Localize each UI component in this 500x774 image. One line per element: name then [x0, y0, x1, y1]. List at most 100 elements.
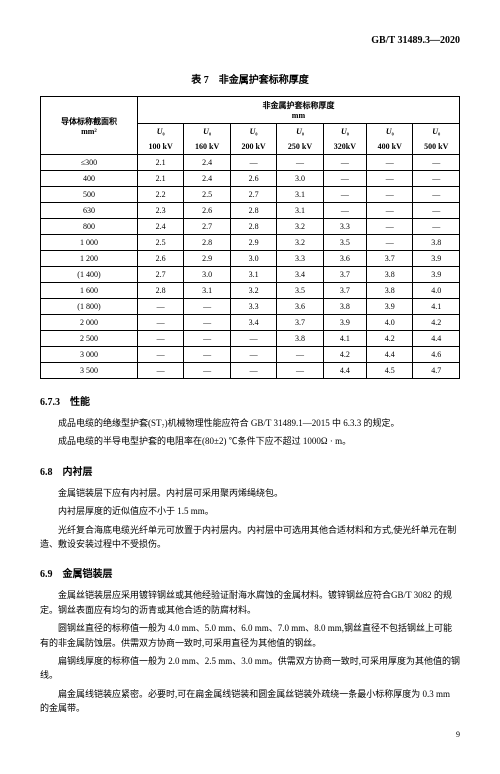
value-cell: —: [277, 155, 323, 171]
voltage-u-cell: U₀: [323, 124, 366, 140]
voltage-kv-cell: 100 kV: [137, 139, 183, 155]
area-cell: 1 200: [41, 251, 138, 267]
paragraph: 扁金属线铠装应紧密。必要时,可在扁金属线铠装和圆金属丝铠装外疏绕一条最小标称厚度…: [40, 687, 460, 716]
voltage-kv-cell: 200 kV: [230, 139, 276, 155]
table-row: 2 000——3.43.73.94.04.2: [41, 315, 460, 331]
value-cell: 3.9: [367, 299, 413, 315]
table-title: 表 7 非金属护套标称厚度: [40, 71, 460, 86]
col-thickness-header: 非金属护套标称厚度 mm: [137, 97, 459, 124]
value-cell: 2.4: [137, 219, 183, 235]
value-cell: —: [413, 219, 460, 235]
value-cell: 4.2: [323, 347, 366, 363]
value-cell: 2.7: [230, 187, 276, 203]
area-cell: 1 600: [41, 283, 138, 299]
value-cell: 3.0: [184, 267, 230, 283]
voltage-kv-cell: 400 kV: [367, 139, 413, 155]
voltage-kv-cell: 250 kV: [277, 139, 323, 155]
value-cell: 3.6: [323, 251, 366, 267]
voltage-u-cell: U₀: [277, 124, 323, 140]
paragraph: 成品电缆的半导电型护套的电阻率在(80±2) ℃条件下应不超过 1000Ω · …: [40, 434, 460, 448]
value-cell: 2.2: [137, 187, 183, 203]
value-cell: —: [367, 235, 413, 251]
paragraph: 金属丝铠装层应采用镀锌钢丝或其他经验证耐海水腐蚀的金属材料。镀锌钢丝应符合GB/…: [40, 588, 460, 617]
area-cell: 2 000: [41, 315, 138, 331]
value-cell: —: [367, 171, 413, 187]
area-cell: 2 500: [41, 331, 138, 347]
value-cell: 3.9: [413, 251, 460, 267]
voltage-kv-cell: 160 kV: [184, 139, 230, 155]
value-cell: 3.6: [277, 299, 323, 315]
table-row: 4002.12.42.63.0———: [41, 171, 460, 187]
value-cell: 4.4: [413, 331, 460, 347]
table-row: ≤3002.12.4—————: [41, 155, 460, 171]
value-cell: 4.0: [367, 315, 413, 331]
value-cell: 4.1: [413, 299, 460, 315]
value-cell: 2.9: [184, 251, 230, 267]
section-68-title: 6.8 内衬层: [40, 463, 460, 478]
value-cell: —: [323, 187, 366, 203]
value-cell: 4.7: [413, 363, 460, 379]
value-cell: —: [367, 203, 413, 219]
voltage-u-cell: U₀: [367, 124, 413, 140]
value-cell: —: [137, 363, 183, 379]
value-cell: 3.9: [323, 315, 366, 331]
section-673-title: 6.7.3 性能: [40, 393, 460, 408]
voltage-u-cell: U₀: [184, 124, 230, 140]
area-cell: 1 000: [41, 235, 138, 251]
col-area-header: 导体标称截面积 mm²: [41, 97, 138, 155]
value-cell: 3.8: [367, 267, 413, 283]
doc-code: GB/T 31489.3—2020: [40, 35, 460, 46]
table-row: 1 2002.62.93.03.33.63.73.9: [41, 251, 460, 267]
area-cell: 3 500: [41, 363, 138, 379]
value-cell: 2.8: [184, 235, 230, 251]
area-cell: 400: [41, 171, 138, 187]
value-cell: —: [323, 203, 366, 219]
value-cell: 2.7: [137, 267, 183, 283]
voltage-u-cell: U₀: [413, 124, 460, 140]
voltage-u-cell: U₀: [230, 124, 276, 140]
voltage-kv-cell: 320kV: [323, 139, 366, 155]
value-cell: —: [230, 347, 276, 363]
value-cell: 3.1: [230, 267, 276, 283]
value-cell: 3.7: [277, 315, 323, 331]
value-cell: —: [277, 347, 323, 363]
value-cell: —: [137, 347, 183, 363]
value-cell: 2.5: [137, 235, 183, 251]
value-cell: 2.3: [137, 203, 183, 219]
value-cell: 4.4: [323, 363, 366, 379]
value-cell: 3.9: [413, 267, 460, 283]
value-cell: 3.8: [413, 235, 460, 251]
page-number: 9: [40, 730, 460, 739]
value-cell: —: [277, 363, 323, 379]
value-cell: 2.8: [137, 283, 183, 299]
value-cell: 2.8: [230, 219, 276, 235]
value-cell: —: [184, 363, 230, 379]
table-row: (1 800)——3.33.63.83.94.1: [41, 299, 460, 315]
area-cell: ≤300: [41, 155, 138, 171]
value-cell: 3.2: [277, 219, 323, 235]
value-cell: —: [413, 187, 460, 203]
value-cell: —: [230, 363, 276, 379]
area-cell: 3 000: [41, 347, 138, 363]
value-cell: —: [367, 219, 413, 235]
value-cell: 4.0: [413, 283, 460, 299]
value-cell: 4.6: [413, 347, 460, 363]
value-cell: —: [413, 155, 460, 171]
value-cell: —: [137, 299, 183, 315]
table-row: 1 0002.52.82.93.23.5—3.8: [41, 235, 460, 251]
table-row: 3 000————4.24.44.6: [41, 347, 460, 363]
value-cell: 2.1: [137, 155, 183, 171]
area-cell: (1 400): [41, 267, 138, 283]
value-cell: 3.0: [230, 251, 276, 267]
value-cell: —: [184, 315, 230, 331]
area-cell: 800: [41, 219, 138, 235]
value-cell: —: [230, 331, 276, 347]
value-cell: 4.1: [323, 331, 366, 347]
value-cell: 3.4: [277, 267, 323, 283]
value-cell: 3.1: [277, 203, 323, 219]
value-cell: 3.2: [277, 235, 323, 251]
area-cell: (1 800): [41, 299, 138, 315]
table-row: 2 500———3.84.14.24.4: [41, 331, 460, 347]
value-cell: —: [413, 203, 460, 219]
area-cell: 630: [41, 203, 138, 219]
